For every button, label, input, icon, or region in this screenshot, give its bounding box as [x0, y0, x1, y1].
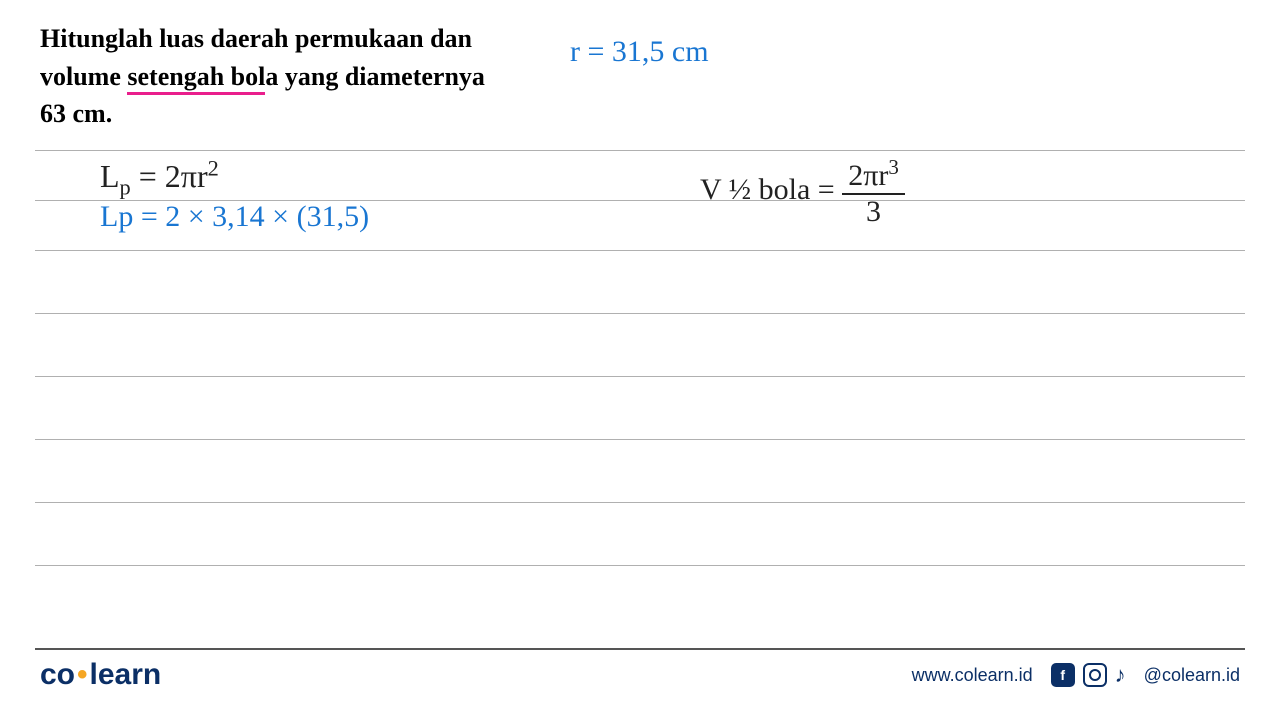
- vol-label: V ½ bola =: [700, 173, 842, 206]
- question-prompt: Hitunglah luas daerah permukaan dan volu…: [40, 20, 500, 133]
- vol-fraction-denominator: 3: [842, 195, 905, 229]
- ruled-line: [35, 313, 1245, 314]
- facebook-icon: f: [1051, 663, 1075, 687]
- ruled-line: [35, 376, 1245, 377]
- ruled-line: [35, 250, 1245, 251]
- footer: co•learn www.colearn.id f ♪ @colearn.id: [0, 650, 1280, 700]
- vol-fraction-numerator: 2πr3: [842, 155, 905, 195]
- logo-co: co: [40, 658, 75, 691]
- question-text: Hitunglah luas daerah permukaan dan volu…: [40, 20, 500, 133]
- handwritten-radius: r = 31,5 cm: [570, 35, 709, 69]
- lp-calc-text: Lp = 2 × 3,14 × (31,5): [100, 200, 369, 233]
- ruled-line: [35, 150, 1245, 151]
- social-icons: f ♪: [1051, 662, 1126, 688]
- question-underlined: setengah bol: [127, 62, 265, 95]
- ruled-line: [35, 439, 1245, 440]
- handwritten-lp-calc: Lp = 2 × 3,14 × (31,5): [100, 200, 369, 234]
- tiktok-icon: ♪: [1115, 662, 1126, 688]
- brand-logo: co•learn: [40, 658, 161, 692]
- footer-right: www.colearn.id f ♪ @colearn.id: [912, 662, 1240, 688]
- ruled-line: [35, 502, 1245, 503]
- lp-formula-text: Lp = 2πr2: [100, 158, 219, 194]
- footer-handle: @colearn.id: [1144, 665, 1240, 686]
- ruled-line: [35, 565, 1245, 566]
- logo-dot: •: [77, 658, 88, 691]
- logo-learn: learn: [90, 658, 162, 691]
- handwritten-volume-formula: V ½ bola = 2πr3 3: [700, 155, 905, 229]
- instagram-icon: [1083, 663, 1107, 687]
- vol-fraction: 2πr3 3: [842, 155, 905, 229]
- handwritten-lp-formula: Lp = 2πr2: [100, 155, 219, 200]
- footer-url: www.colearn.id: [912, 665, 1033, 686]
